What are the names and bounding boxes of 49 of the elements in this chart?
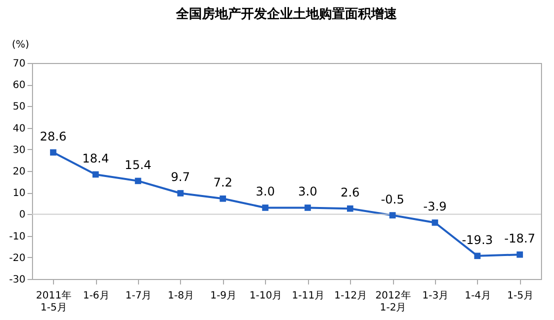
y-tick-label: -30 — [9, 274, 26, 286]
x-tick-label: 1-11月 — [292, 290, 325, 302]
x-tick-label: 2011年 1-5月 — [36, 290, 72, 314]
y-tick-label: 30 — [12, 144, 26, 156]
data-label: 28.6 — [40, 129, 67, 144]
y-tick-label: -10 — [9, 231, 26, 242]
x-tick-label: 1-7月 — [125, 290, 152, 302]
data-label: 2.6 — [340, 186, 360, 200]
data-label: 7.2 — [213, 176, 232, 190]
point — [346, 205, 354, 212]
y-tick-label: 60 — [12, 80, 26, 92]
x-tick-label: 1-12月 — [334, 290, 367, 302]
data-label: -19.3 — [462, 232, 493, 247]
data-label: 18.4 — [82, 151, 109, 166]
y-tick-label: 70 — [12, 58, 26, 70]
point — [432, 219, 438, 226]
y-tick-label: 10 — [12, 188, 26, 200]
data-label: 9.7 — [170, 170, 190, 184]
data-label: -3.9 — [423, 200, 447, 214]
x-tick-label: 1-10月 — [249, 290, 282, 302]
point — [220, 195, 226, 202]
x-tick-label: 1-3月 — [422, 290, 449, 302]
y-axis-title: (%) — [12, 40, 30, 50]
x-tick-label: 1-8月 — [168, 290, 194, 302]
x-tick-label: 1-9月 — [210, 290, 237, 302]
x-tick-label: 2012年 1-2月 — [375, 290, 411, 314]
point — [389, 212, 396, 218]
data-label: 3.0 — [256, 184, 275, 199]
y-tick-label: 0 — [19, 210, 26, 221]
x-tick-label: 1-4月 — [464, 290, 492, 302]
data-label: -0.5 — [380, 192, 404, 206]
point — [304, 204, 311, 211]
point — [516, 251, 523, 258]
x-tick-label: 1-6月 — [82, 290, 110, 302]
y-tick-label: 20 — [12, 166, 26, 178]
point — [92, 171, 99, 178]
x-tick-label: 1-5月 — [507, 290, 534, 302]
point — [134, 178, 142, 184]
point — [474, 252, 481, 260]
y-tick-label: 40 — [12, 123, 26, 134]
data-label: 15.4 — [124, 158, 152, 172]
data-label: 3.0 — [298, 184, 318, 199]
point — [262, 204, 268, 211]
chart-title: 全国房地产开发企业土地购置面积增速 — [175, 6, 398, 22]
data-label: -18.7 — [504, 232, 536, 246]
y-tick-label: -20 — [9, 252, 26, 264]
y-tick-label: 50 — [12, 102, 26, 113]
point — [177, 190, 184, 196]
point — [50, 149, 56, 156]
